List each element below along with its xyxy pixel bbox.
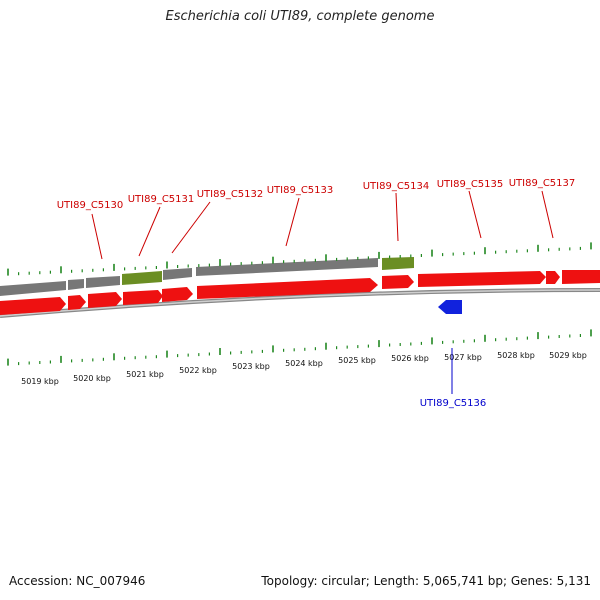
gene-label[interactable]: UTI89_C5131 [128, 194, 195, 205]
scale-label: 5021 kbp [126, 370, 164, 379]
forward-gene[interactable] [88, 292, 122, 308]
forward-gene[interactable] [162, 287, 193, 302]
forward-gene-labels: UTI89_C5130 UTI89_C5131 UTI89_C5132 UTI8… [57, 178, 576, 211]
scale-labels: 5019 kbp 5020 kbp 5021 kbp 5022 kbp 5023… [21, 351, 587, 386]
forward-gene[interactable] [68, 295, 86, 310]
reverse-gene[interactable] [438, 300, 462, 314]
scale-label: 5027 kbp [444, 353, 482, 362]
forward-gene[interactable] [197, 278, 378, 299]
forward-gene[interactable] [546, 271, 560, 284]
cds-track [0, 258, 378, 296]
forward-gene[interactable] [123, 290, 163, 305]
scale-label: 5023 kbp [232, 362, 270, 371]
scale-label: 5026 kbp [391, 354, 429, 363]
rna-feature-1[interactable] [122, 271, 162, 285]
upper-tick-row [7, 242, 592, 276]
gene-label[interactable]: UTI89_C5135 [437, 179, 504, 190]
gene-label[interactable]: UTI89_C5134 [363, 181, 430, 192]
gene-label[interactable]: UTI89_C5130 [57, 200, 124, 211]
gene-label[interactable]: UTI89_C5133 [267, 185, 334, 196]
forward-gene[interactable] [562, 270, 600, 284]
forward-gene[interactable] [0, 297, 66, 315]
forward-label-leaders [91, 190, 554, 260]
scale-label: 5029 kbp [549, 351, 587, 360]
map-title: Escherichia coli UTI89, complete genome [165, 9, 435, 24]
scale-label: 5019 kbp [21, 377, 59, 386]
scale-label: 5025 kbp [338, 356, 376, 365]
scale-label: 5028 kbp [497, 351, 535, 360]
gene-label[interactable]: UTI89_C5137 [509, 178, 576, 189]
rna-feature-2[interactable] [382, 257, 414, 270]
scale-label: 5022 kbp [179, 366, 217, 375]
scale-label: 5024 kbp [285, 359, 323, 368]
gene-label[interactable]: UTI89_C5132 [197, 189, 264, 200]
genome-summary: Topology: circular; Length: 5,065,741 bp… [261, 574, 591, 588]
gene-label[interactable]: UTI89_C5136 [420, 398, 487, 409]
accession-text: Accession: NC_007946 [9, 574, 146, 588]
scale-label: 5020 kbp [73, 374, 111, 383]
forward-gene[interactable] [418, 271, 546, 287]
forward-genes [0, 270, 600, 315]
lower-tick-row [7, 329, 592, 366]
forward-gene[interactable] [382, 275, 414, 289]
